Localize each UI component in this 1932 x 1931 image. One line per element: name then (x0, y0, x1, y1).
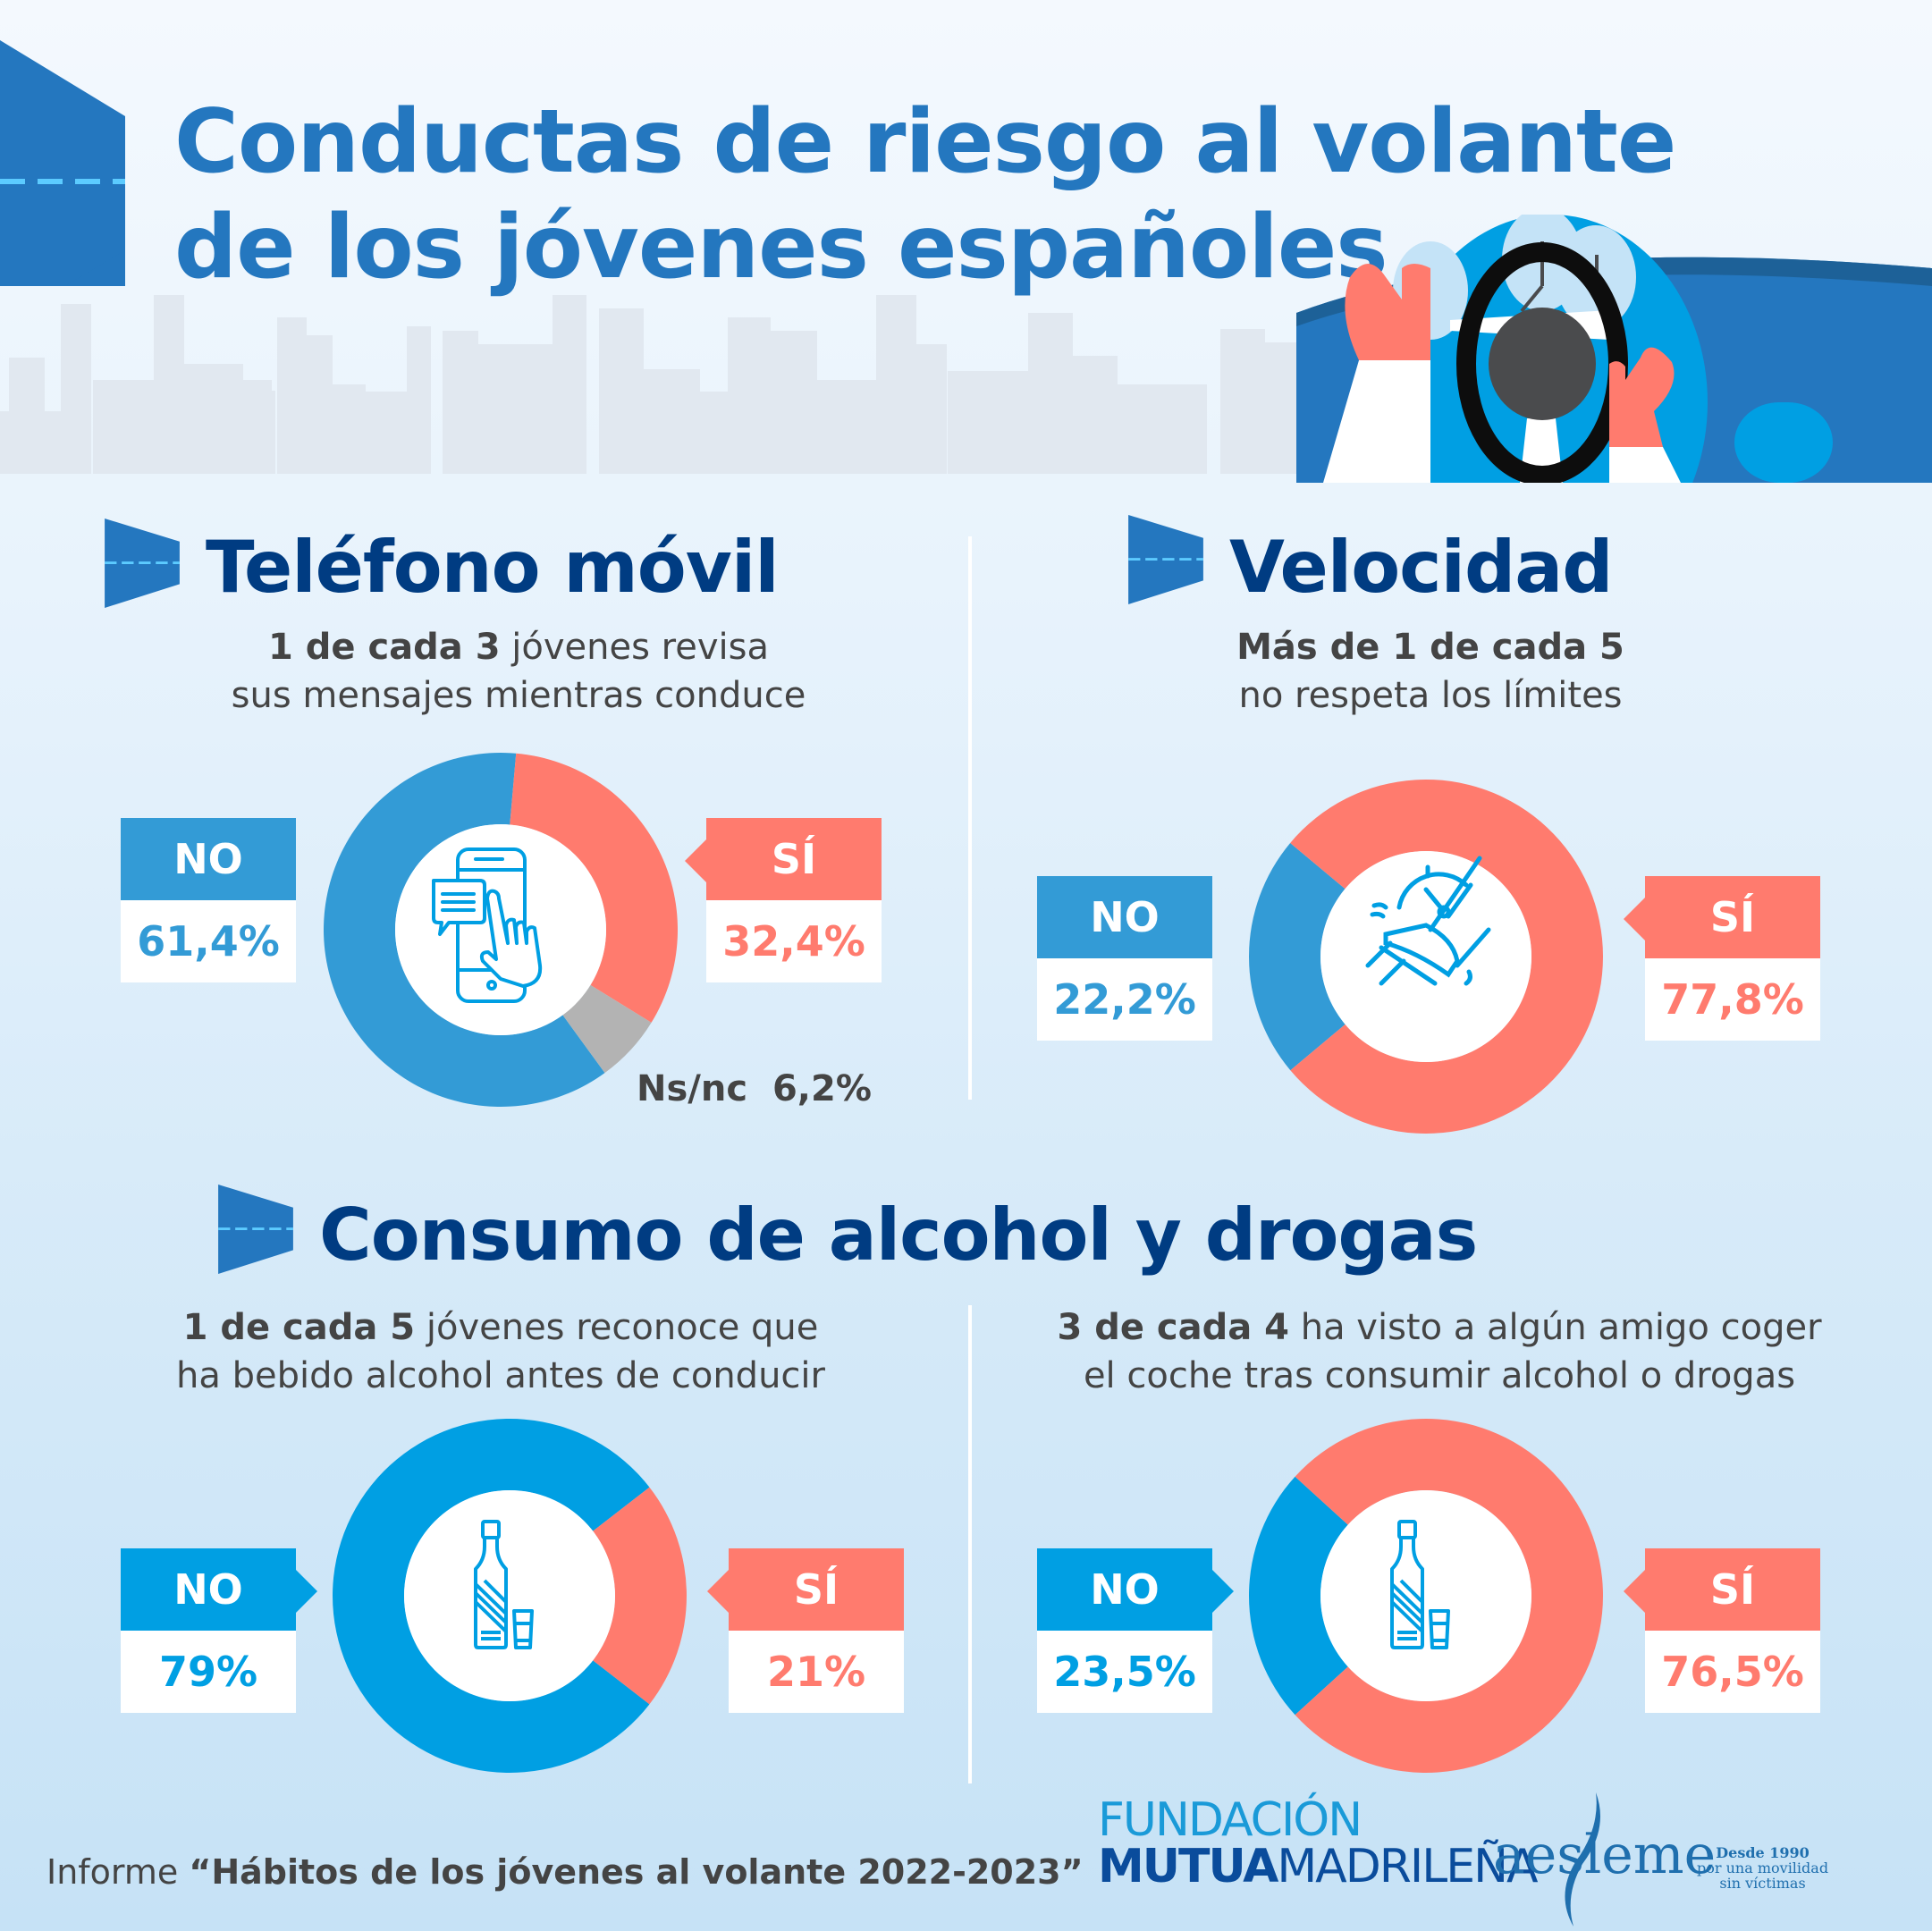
subtitle-alcohol-left-bold: 1 de cada 5 (182, 1307, 416, 1348)
subtitle-alcohol-right-rest: ha visto a algún amigo coger (1289, 1307, 1822, 1348)
section-divider (968, 1305, 972, 1783)
legend-no-velocidad: NO 22,2% (1037, 876, 1212, 1041)
footer-informe-title: “Hábitos de los jóvenes al volante 2022-… (189, 1852, 1084, 1892)
donut-slice-no (323, 753, 605, 1107)
fundacion-mutua-madrilena-logo: FUNDACIÓN MUTUAMADRILEÑA (1098, 1793, 1539, 1893)
donut-slice-no (333, 1419, 650, 1773)
logo-mutua-text: MUTUA (1098, 1840, 1278, 1893)
legend-si-label: SÍ (685, 818, 882, 900)
logo-fundacion-text: FUNDACIÓN (1098, 1793, 1363, 1847)
legend-si-label: SÍ (707, 1548, 904, 1631)
nsnc-label: Ns/nc (637, 1068, 748, 1109)
legend-no-value: 22,2% (1037, 958, 1212, 1041)
donut-slice-s (593, 1487, 687, 1705)
aesleme-swoosh-icon (1565, 1792, 1600, 1927)
legend-si-value: 77,8% (1645, 958, 1820, 1041)
aesleme-tag-2: por una movilidad (1697, 1859, 1829, 1876)
subtitle-alcohol-left: 1 de cada 5 jóvenes reconoce que ha bebi… (98, 1303, 903, 1400)
footer-source: Informe “Hábitos de los jóvenes al volan… (46, 1852, 1084, 1892)
section-title-velocidad: Velocidad (1229, 526, 1614, 609)
subtitle-velocidad-bold: Más de 1 de cada 5 (1236, 627, 1624, 668)
bottle-glass-icon (474, 1520, 534, 1649)
page-title: Conductas de riesgo al volante de los jó… (174, 89, 1676, 300)
aesleme-tagline: Desde 1990 por una movilidad sin víctima… (1697, 1845, 1828, 1891)
legend-si-amigos: SÍ 76,5% (1624, 1548, 1820, 1713)
donut-slice-no (1249, 842, 1346, 1071)
subtitle-movil-bold: 1 de cada 3 (268, 627, 501, 668)
legend-si-alcohol: SÍ 21% (707, 1548, 904, 1713)
section-title-movil: Teléfono móvil (206, 526, 780, 609)
donut-slice-s (1295, 1419, 1603, 1773)
legend-no-label: NO (121, 818, 296, 900)
bottle-glass-icon (1390, 1520, 1450, 1649)
legend-no-amigos: NO 23,5% (1037, 1548, 1234, 1713)
donut-chart-alcohol (333, 1419, 687, 1773)
subtitle-movil-rest: jóvenes revisa (500, 627, 769, 668)
subtitle-alcohol-left-rest: jóvenes reconoce que (415, 1307, 819, 1348)
donut-chart-amigos (1249, 1419, 1603, 1773)
legend-si-label: SÍ (1624, 1548, 1820, 1631)
donut-slice-nsnc (562, 984, 652, 1074)
section-divider (968, 536, 972, 1100)
legend-si-movil: SÍ 32,4% (685, 818, 882, 982)
subtitle-movil-line2: sus mensajes mientras conduce (231, 675, 806, 716)
subtitle-velocidad: Más de 1 de cada 5 no respeta los límite… (1028, 623, 1833, 720)
driver-steering-wheel-illustration (1296, 215, 1932, 483)
legend-si-value: 32,4% (706, 900, 882, 982)
aesleme-tag-1: Desde 1990 (1716, 1844, 1810, 1861)
section-flag-icon (218, 1185, 293, 1274)
section-flag-icon (105, 519, 180, 608)
subtitle-alcohol-right: 3 de cada 4 ha visto a algún amigo coger… (992, 1303, 1886, 1400)
aesleme-tag-3: sin víctimas (1719, 1875, 1806, 1892)
legend-no-value: 79% (121, 1631, 296, 1713)
subtitle-alcohol-right-bold: 3 de cada 4 (1057, 1307, 1289, 1348)
subtitle-alcohol-right-line2: el coche tras consumir alcohol o drogas (1083, 1355, 1796, 1396)
subtitle-velocidad-line2: no respeta los límites (1238, 675, 1623, 716)
section-title-alcohol: Consumo de alcohol y drogas (319, 1193, 1478, 1277)
header-flag-icon (0, 40, 125, 286)
donut-slice-no (1249, 1476, 1348, 1716)
donut-center (404, 1490, 615, 1701)
smartphone-touch-icon (432, 847, 543, 1003)
donut-slice-s (1290, 780, 1603, 1134)
city-skyline-illustration (0, 295, 1305, 474)
subtitle-alcohol-left-line2: ha bebido alcohol antes de conducir (176, 1355, 825, 1396)
legend-no-alcohol: NO 79% (121, 1548, 317, 1713)
aesleme-logo: aesleme (1493, 1824, 1717, 1886)
logo-madrilena-text: MADRILEÑA (1277, 1840, 1538, 1893)
legend-si-label: SÍ (1624, 876, 1820, 958)
legend-no-movil: NO 61,4% (121, 818, 296, 982)
legend-nsnc-movil: Ns/nc 6,2% (637, 1068, 872, 1109)
speedometer-pedal-icon (1365, 856, 1491, 986)
legend-no-value: 61,4% (121, 900, 296, 982)
legend-no-value: 23,5% (1037, 1631, 1212, 1713)
legend-no-label: NO (1037, 876, 1212, 958)
donut-center (1320, 1490, 1531, 1701)
legend-si-value: 76,5% (1645, 1631, 1820, 1713)
legend-si-value: 21% (729, 1631, 904, 1713)
legend-si-velocidad: SÍ 77,8% (1624, 876, 1820, 1041)
section-flag-icon (1128, 515, 1203, 604)
donut-slice-s (510, 753, 678, 1023)
nsnc-value: 6,2% (772, 1068, 872, 1109)
subtitle-movil: 1 de cada 3 jóvenes revisa sus mensajes … (116, 623, 921, 720)
title-line-1: Conductas de riesgo al volante (174, 91, 1676, 193)
footer-informe-prefix: Informe (46, 1852, 190, 1892)
title-line-2: de los jóvenes españoles (174, 197, 1388, 299)
legend-no-label: NO (121, 1548, 317, 1631)
legend-no-label: NO (1037, 1548, 1234, 1631)
